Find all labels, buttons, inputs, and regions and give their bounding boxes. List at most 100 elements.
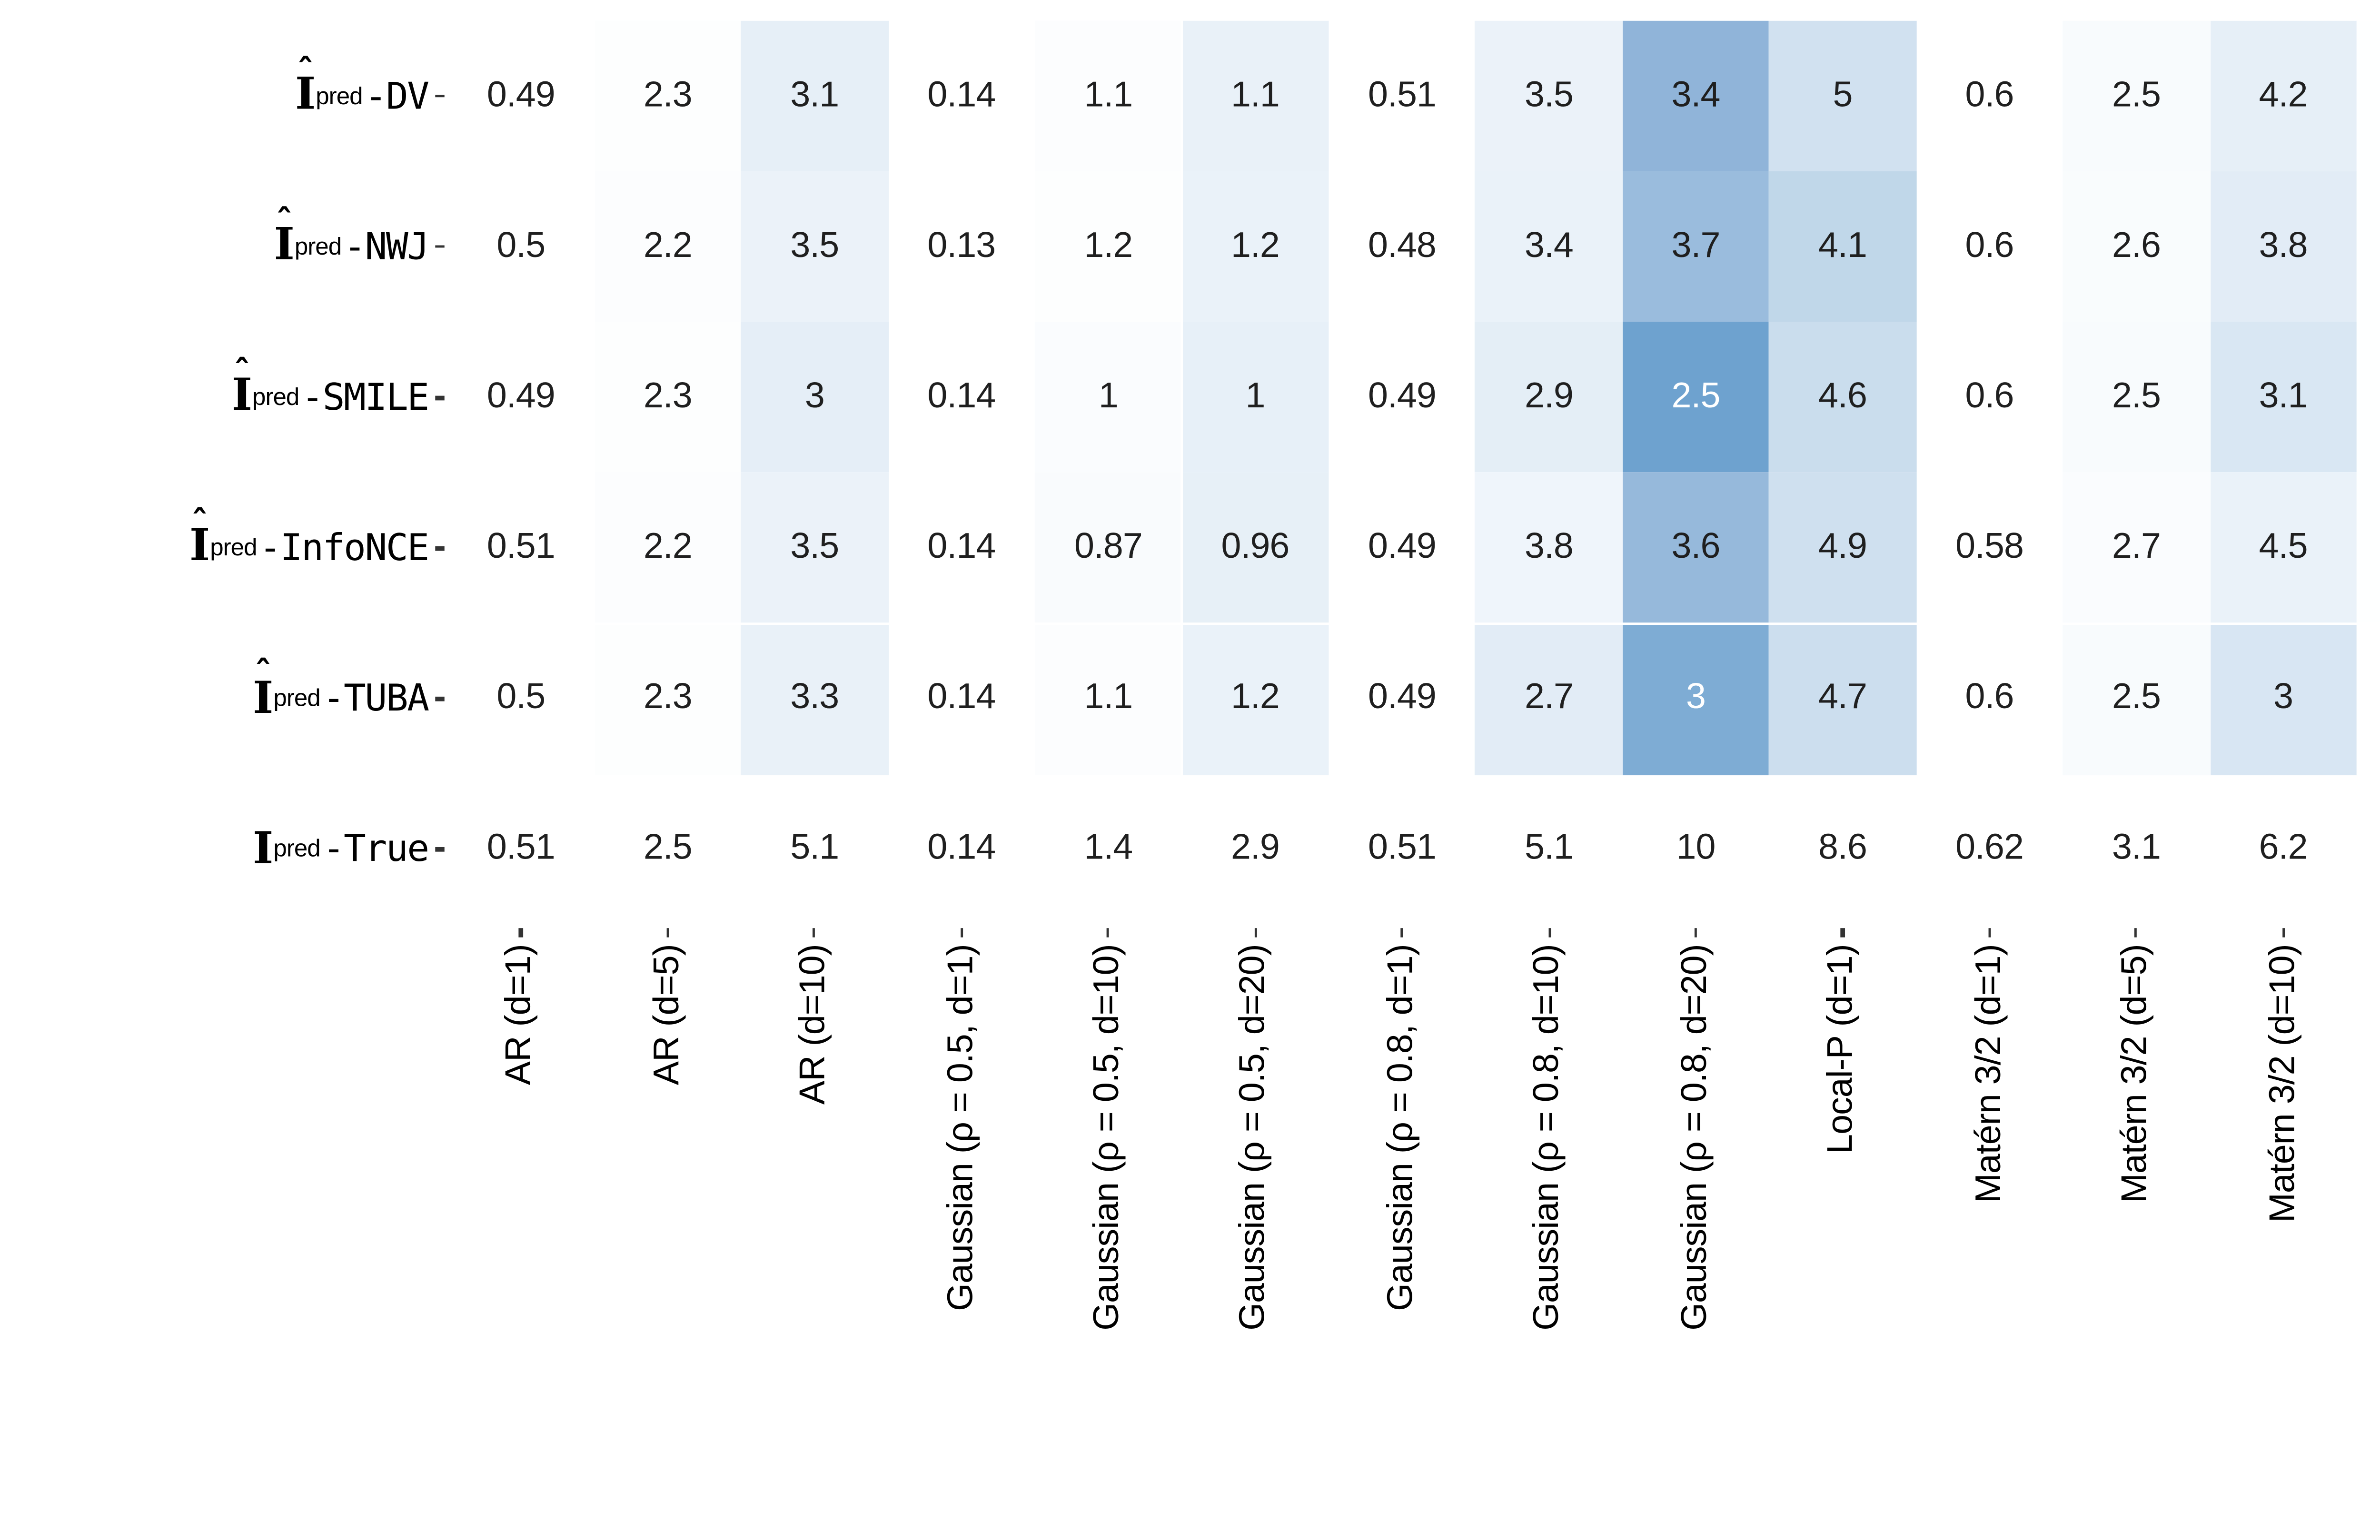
- y-tick: [435, 95, 444, 99]
- cell-value: 0.14: [927, 377, 996, 417]
- heatmap-cell: 0.49: [447, 21, 595, 172]
- heatmap-cell: 2.5: [1622, 322, 1769, 474]
- cell-value: 4.1: [1818, 227, 1867, 267]
- cell-value: 0.51: [486, 528, 555, 568]
- cell-value: 2.5: [2112, 679, 2161, 718]
- x-tick: [1107, 928, 1110, 938]
- heatmap-cell: 0.49: [1329, 322, 1476, 474]
- col-label-text: AR (d=10): [794, 944, 834, 1105]
- heatmap-cell: 2.7: [1475, 623, 1623, 774]
- cell-value: 0.5: [496, 227, 545, 267]
- cell-value: 1.2: [1230, 227, 1280, 267]
- heatmap-cell: 0.6: [1916, 623, 2063, 774]
- heatmap-cell: 2.3: [594, 623, 742, 774]
- heatmap-cell: 1: [2356, 774, 2380, 925]
- cell-value: 0.48: [1368, 227, 1437, 267]
- row-label-subscript: pred: [252, 383, 299, 411]
- cell-value: 6.2: [2259, 829, 2308, 869]
- heatmap-cell: 3.5: [741, 172, 888, 323]
- x-tick: [1400, 928, 1404, 938]
- col-label-text: Matérn 3/2 (d=5): [2116, 944, 2156, 1204]
- x-tick: [1547, 928, 1550, 938]
- cell-value: 0.14: [927, 76, 996, 116]
- heatmap-cell: 2.3: [594, 21, 742, 172]
- heatmap-cell: 0.49: [447, 322, 595, 474]
- heatmap-cell: 0.51: [1329, 774, 1476, 925]
- cell-value: 0.51: [1368, 76, 1437, 116]
- heatmap-cell: 2.5: [2063, 322, 2210, 474]
- col-label-text: Gaussian (ρ = 0.8, d=20): [1675, 944, 1715, 1331]
- x-tick: [1841, 928, 1844, 938]
- row-label-subscript: pred: [273, 835, 320, 863]
- heatmap-cell: 4.6: [1769, 322, 1916, 474]
- heatmap-cell: 1.4: [1035, 774, 1182, 925]
- cell-value: 0.87: [1074, 528, 1143, 568]
- cell-value: 8.6: [1818, 829, 1867, 869]
- col-label: Gaussian (ρ = 0.8, d=1): [1329, 944, 1476, 1539]
- heatmap-cell: 5.1: [741, 774, 888, 925]
- cell-value: 1.4: [1084, 829, 1133, 869]
- heatmap-cell: 0.95: [2356, 322, 2380, 474]
- heatmap-cell: 0.49: [1329, 623, 1476, 774]
- cell-value: 2.2: [643, 227, 693, 267]
- row-label-suffix: -NWJ: [344, 224, 429, 268]
- row-label-suffix: -TUBA: [322, 676, 430, 720]
- heatmap-cell: 2.2: [594, 473, 742, 624]
- cell-value: 0.49: [486, 76, 555, 116]
- col-label-text: Local-P (d=1): [1822, 944, 1862, 1154]
- heatmap-cell: 4.9: [1769, 473, 1916, 624]
- cell-value: 0.62: [1955, 829, 2024, 869]
- heatmap-cell: 5: [1769, 21, 1916, 172]
- cell-value: 3.5: [790, 227, 839, 267]
- cell-value: 4.5: [2259, 528, 2308, 568]
- cell-value: 3: [2273, 679, 2293, 718]
- cell-value: 3.1: [790, 76, 839, 116]
- row-label-suffix: -DV: [365, 73, 429, 118]
- cell-value: 3.4: [1671, 76, 1721, 116]
- cell-value: 0.51: [1368, 829, 1437, 869]
- heatmap-cell: 0.14: [888, 774, 1035, 925]
- heatmap-cell: 0.14: [888, 473, 1035, 624]
- y-tick: [435, 246, 444, 249]
- cell-value: 3: [1686, 679, 1706, 718]
- col-label-text: AR (d=5): [647, 944, 687, 1086]
- cell-value: 1: [1098, 377, 1119, 417]
- cell-value: 0.6: [1965, 377, 2014, 417]
- row-label-symbol: I: [253, 823, 274, 874]
- cell-value: 2.5: [643, 829, 693, 869]
- heatmap-cell: 3.1: [741, 21, 888, 172]
- heatmap-cell: 0.49: [1329, 473, 1476, 624]
- cell-value: 2.7: [2112, 528, 2161, 568]
- cell-value: 4.6: [1818, 377, 1867, 417]
- heatmap-cell: 2.5: [2063, 21, 2210, 172]
- cell-value: 0.49: [486, 377, 555, 417]
- x-tick: [960, 928, 963, 938]
- heatmap-cell: 1: [1181, 322, 1329, 474]
- heatmap-cell: 0.51: [447, 774, 595, 925]
- cell-value: 3.5: [1525, 76, 1574, 116]
- cell-value: 3.5: [790, 528, 839, 568]
- heatmap-cell: 0.13: [888, 172, 1035, 323]
- cell-value: 2.5: [2112, 76, 2161, 116]
- cell-value: 1.2: [1230, 679, 1280, 718]
- heatmap-cell: 0.95: [2356, 473, 2380, 624]
- cell-value: 0.6: [1965, 76, 2014, 116]
- heatmap-cell: 10: [1622, 774, 1769, 925]
- col-label-text: Gaussian (ρ = 0.5, d=10): [1088, 944, 1128, 1331]
- cell-value: 10: [1676, 829, 1716, 869]
- col-label: Gaussian (ρ = 0.8, d=20): [1622, 944, 1769, 1539]
- row-label-subscript: pred: [316, 82, 363, 110]
- cell-value: 3: [804, 377, 825, 417]
- heatmap-cell: 3.3: [741, 623, 888, 774]
- cell-value: 2.3: [643, 679, 693, 718]
- col-label: Matérn 3/2 (d=1): [1916, 944, 2063, 1539]
- cell-value: 1: [1245, 377, 1265, 417]
- cell-value: 3.4: [1525, 227, 1574, 267]
- cell-value: 0.6: [1965, 227, 2014, 267]
- heatmap-cell: 3.5: [1475, 21, 1623, 172]
